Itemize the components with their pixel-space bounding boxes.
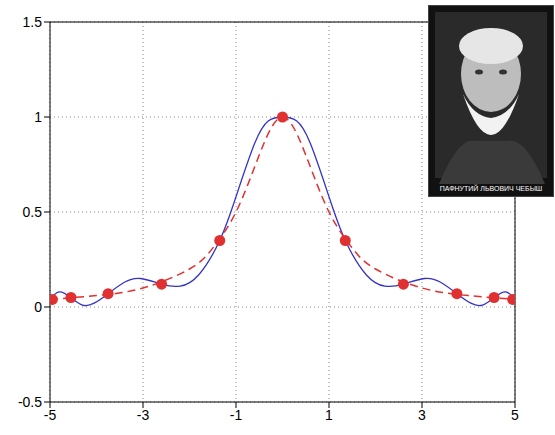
svg-text:-1: -1 — [230, 407, 243, 423]
svg-text:1: 1 — [325, 407, 333, 423]
svg-text:-5: -5 — [44, 407, 57, 423]
svg-text:-3: -3 — [137, 407, 150, 423]
svg-text:0.5: 0.5 — [23, 204, 43, 220]
svg-text:-0.5: -0.5 — [18, 394, 42, 410]
svg-text:0: 0 — [34, 299, 42, 315]
svg-text:1.5: 1.5 — [23, 14, 43, 30]
svg-text:3: 3 — [418, 407, 426, 423]
svg-text:1: 1 — [34, 109, 42, 125]
html-text:ПАФНУТИЙ ЛЬВОВИЧ ЧЕБЫШ: ПАФНУТИЙ ЛЬВОВИЧ ЧЕБЫШ — [439, 185, 543, 192]
svg-text:5: 5 — [511, 407, 519, 423]
